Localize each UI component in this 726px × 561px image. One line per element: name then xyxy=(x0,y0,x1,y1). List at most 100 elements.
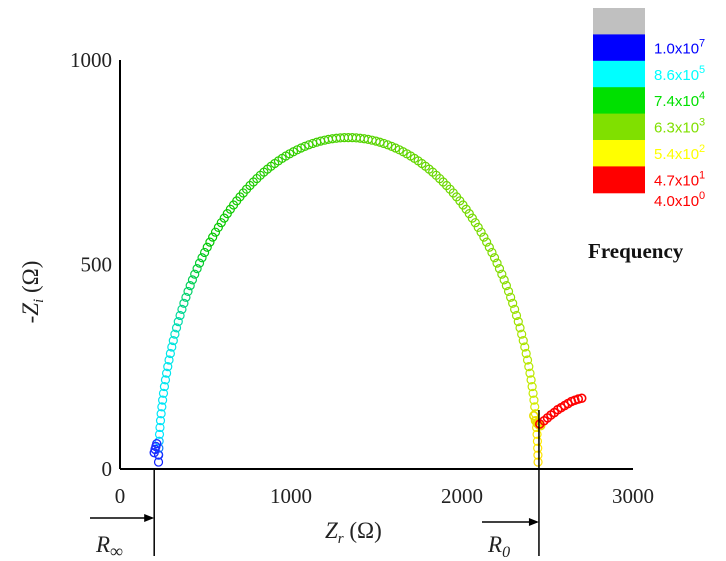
arc-data-point xyxy=(183,286,193,297)
arc-data-point xyxy=(508,298,518,308)
legend-exp: 1 xyxy=(699,169,705,181)
arc-data-point xyxy=(200,247,210,258)
arc-data-point xyxy=(190,269,200,279)
y-axis-title: -Zi (Ω) xyxy=(18,261,47,324)
r-inf-arrow-head xyxy=(144,514,155,522)
x-axis-title: Zr (Ω) xyxy=(325,518,382,547)
legend-label: 7.4x104 xyxy=(654,90,705,110)
legend-label: 4.0x100 xyxy=(654,190,705,210)
legend-label: 4.7x101 xyxy=(654,169,705,189)
arc-data-point xyxy=(525,368,535,378)
x-tick-label: 3000 xyxy=(612,484,654,508)
arc-data-point xyxy=(524,361,534,372)
r0-sub: 0 xyxy=(502,544,510,561)
arc-data-point xyxy=(470,218,480,228)
arc-data-point xyxy=(159,381,170,392)
y-axis-z: Z xyxy=(18,303,43,316)
arc-data-point xyxy=(154,429,165,439)
annotations: R∞ R0 xyxy=(90,410,540,561)
arc-data-point xyxy=(533,457,543,467)
arc-data-point xyxy=(526,375,536,385)
legend-swatch xyxy=(593,34,645,62)
arc-data-point xyxy=(379,138,389,149)
arc-data-point xyxy=(161,368,172,378)
arc-data-point xyxy=(482,237,492,247)
arc-data-point xyxy=(489,253,500,263)
arc-data-point xyxy=(175,310,185,321)
arc-data-point xyxy=(210,227,221,237)
arc-data-point xyxy=(476,227,486,237)
arc-data-point xyxy=(304,140,314,150)
legend-label: 8.6x105 xyxy=(654,64,705,84)
legend: 1.0x107 8.6x105 7.4x104 6.3x103 5.4x102 4.7x1… xyxy=(588,8,705,263)
legend-swatch xyxy=(593,8,645,35)
arc-data-point xyxy=(156,409,166,419)
legend-exp: 5 xyxy=(699,64,705,76)
r0-R: R xyxy=(487,532,502,557)
arc-data-point xyxy=(165,348,175,359)
data-points xyxy=(149,132,587,467)
legend-swatch xyxy=(593,113,645,141)
hf-data-point xyxy=(152,438,162,449)
legend-mantissa: 1.0x10 xyxy=(654,40,699,57)
arc-data-point xyxy=(494,264,505,274)
arc-data-point xyxy=(528,388,538,398)
y-tick-label: 0 xyxy=(102,457,113,481)
y-axis-sub: i xyxy=(31,299,47,303)
arc-data-point xyxy=(167,342,177,352)
arc-data-point xyxy=(467,213,477,223)
arc-data-point xyxy=(163,361,173,372)
arc-data-point xyxy=(518,335,528,346)
arc-data-point xyxy=(529,395,539,405)
arc-data-point xyxy=(530,402,540,412)
y-axis-unit: (Ω) xyxy=(18,261,43,299)
x-axis-sub: r xyxy=(338,531,344,547)
arc-data-point xyxy=(497,269,507,279)
arc-data-point xyxy=(202,242,212,252)
legend-swatch xyxy=(593,140,645,167)
arc-data-point xyxy=(487,247,497,258)
arc-data-point xyxy=(164,355,174,365)
arc-data-point xyxy=(513,317,523,327)
arc-data-point xyxy=(510,304,520,314)
arc-data-point xyxy=(177,304,187,314)
arc-data-point xyxy=(181,292,191,302)
legend-exp: 0 xyxy=(699,190,705,202)
legend-mantissa: 8.6x10 xyxy=(654,67,699,84)
arc-data-point xyxy=(158,388,169,398)
arc-data-point xyxy=(170,329,180,339)
arc-data-point xyxy=(499,275,509,285)
arc-data-point xyxy=(300,141,310,151)
r0-arrow-head xyxy=(528,518,539,526)
y-tick-label: 1000 xyxy=(70,48,112,72)
legend-swatch xyxy=(593,87,645,115)
arc-data-point xyxy=(484,242,494,252)
arc-data-point xyxy=(511,310,522,321)
r-inf-label: R∞ xyxy=(95,532,123,561)
arc-data-point xyxy=(173,317,183,327)
r-inf-R: R xyxy=(95,532,110,557)
arc-data-point xyxy=(520,342,530,352)
legend-title: Frequency xyxy=(588,239,684,263)
legend-mantissa: 4.7x10 xyxy=(654,172,699,189)
arc-data-point xyxy=(383,140,393,150)
legend-mantissa: 7.4x10 xyxy=(654,93,699,110)
x-tick-label: 0 xyxy=(115,484,126,508)
arc-data-point xyxy=(216,218,226,228)
arc-data-point xyxy=(187,275,198,285)
arc-data-point xyxy=(168,335,178,346)
arc-data-point xyxy=(192,264,202,274)
legend-mantissa: 4.0x10 xyxy=(654,193,699,210)
arc-data-point xyxy=(179,298,189,308)
arc-data-point xyxy=(515,323,525,333)
legend-mantissa: 6.3x10 xyxy=(654,120,699,137)
arc-data-point xyxy=(153,457,164,467)
x-axis-z: Z xyxy=(325,518,338,543)
legend-mantissa: 5.4x10 xyxy=(654,146,699,163)
axes xyxy=(119,60,633,470)
tail-data-point xyxy=(576,393,587,404)
arc-data-point xyxy=(171,323,182,333)
x-axis-unit: (Ω) xyxy=(344,518,382,543)
arc-data-point xyxy=(506,292,516,302)
